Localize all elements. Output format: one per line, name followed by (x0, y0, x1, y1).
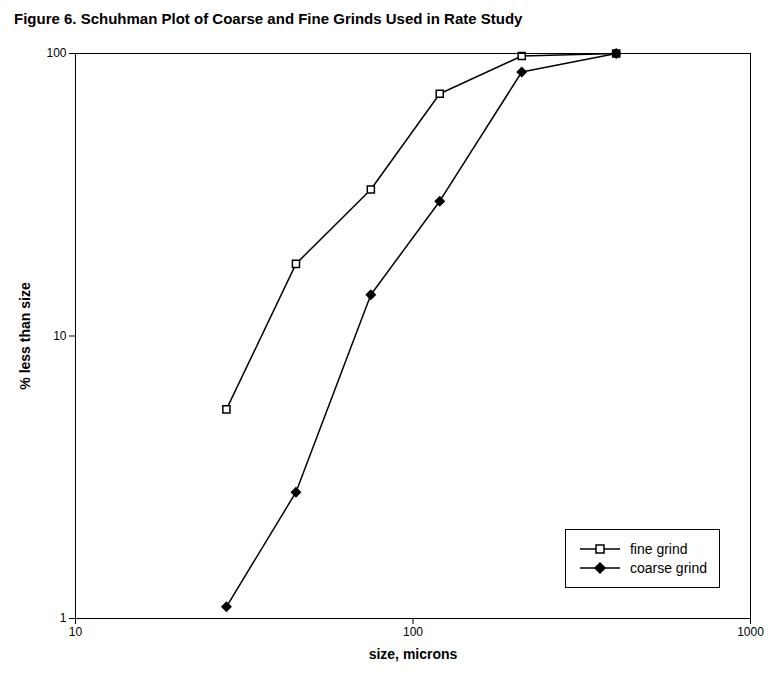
svg-text:size, microns: size, microns (369, 646, 458, 662)
svg-text:10: 10 (69, 625, 83, 639)
svg-text:1: 1 (60, 611, 67, 625)
svg-text:1000: 1000 (737, 625, 764, 639)
svg-text:100: 100 (403, 625, 423, 639)
svg-text:100: 100 (46, 46, 66, 60)
svg-text:% less than size: % less than size (17, 282, 33, 390)
html-text:Figure 6. Schuhman Plot of Coa: Figure 6. Schuhman Plot of Coarse and Fi… (14, 10, 523, 27)
html-text:coarse grind: coarse grind (630, 560, 707, 576)
svg-text:10: 10 (53, 329, 67, 343)
html-text:fine grind: fine grind (630, 541, 688, 557)
